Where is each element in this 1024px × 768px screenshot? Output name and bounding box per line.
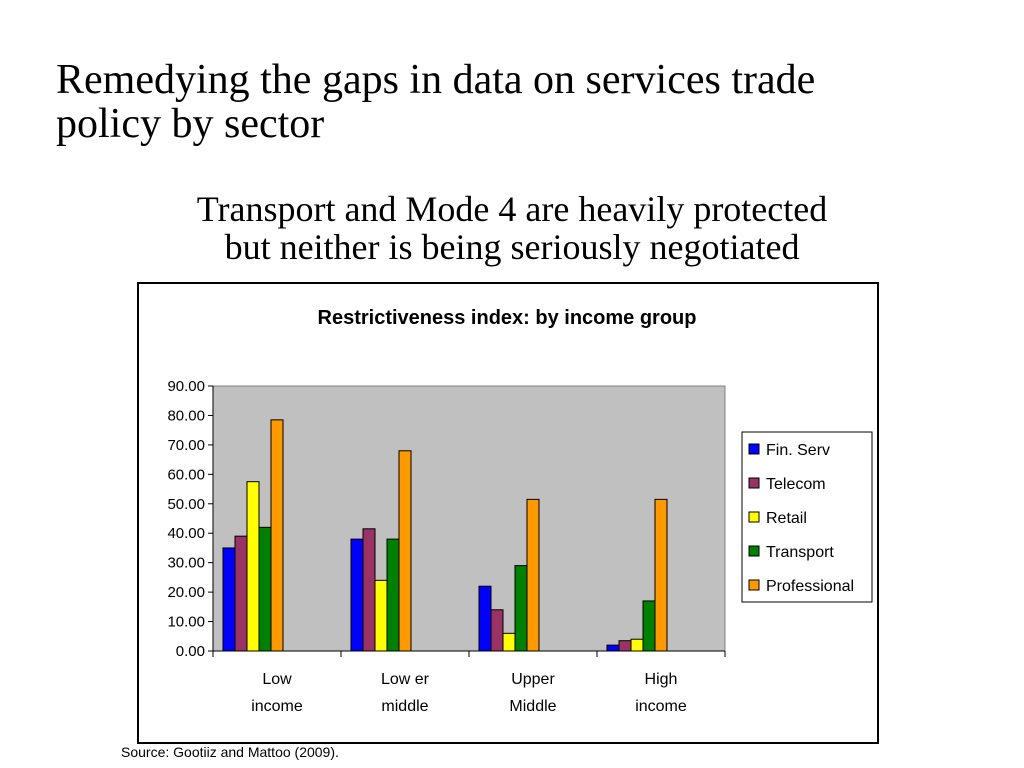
bar-chart: Restrictiveness index: by income group 0… <box>137 282 879 744</box>
bar <box>526 498 540 652</box>
x-tick-label-line: income <box>635 698 687 715</box>
chart-title: Restrictiveness index: by income group <box>318 307 697 329</box>
slide-title-line: policy by sector <box>56 101 325 147</box>
bar <box>386 538 400 652</box>
legend-label: Fin. Serv <box>766 442 830 459</box>
slide-subtitle-line: but neither is being seriously negotiate… <box>224 227 800 267</box>
bar <box>642 600 656 652</box>
bar <box>246 481 260 652</box>
y-tick-label: 10.00 <box>167 614 205 631</box>
bar <box>490 609 504 652</box>
legend-box <box>741 431 873 603</box>
bar <box>362 528 376 652</box>
y-tick-label: 80.00 <box>167 407 205 424</box>
bar <box>606 644 620 652</box>
x-tick-label: Low er middle <box>381 671 430 715</box>
x-axis: Low income Low er middle Upper Middle High inco… <box>212 650 726 715</box>
bar <box>222 547 236 652</box>
bar <box>270 419 284 652</box>
legend-label: Transport <box>766 544 834 561</box>
plot-area <box>212 385 726 652</box>
x-tick-label-line: Upper <box>511 671 555 688</box>
source-note: Source: Gootiiz and Mattoo (2009). <box>121 744 339 760</box>
legend-swatch <box>748 443 760 455</box>
x-tick-label: High income <box>635 671 687 715</box>
bar <box>374 579 388 652</box>
bar <box>502 632 516 652</box>
legend-swatch <box>748 511 760 523</box>
x-tick-label-line: High <box>645 671 678 688</box>
legend-swatch <box>748 545 760 557</box>
bars <box>222 419 668 652</box>
y-tick-label: 20.00 <box>167 584 205 601</box>
y-tick-label: 90.00 <box>167 378 205 395</box>
x-tick-label-line: Low er <box>381 671 430 688</box>
x-tick-label: Upper Middle <box>509 671 556 715</box>
slide-title-line: Remedying the gaps in data on services t… <box>56 57 816 103</box>
x-tick-label-line: Low <box>262 671 292 688</box>
y-tick-label: 30.00 <box>167 555 205 572</box>
bar <box>654 498 668 652</box>
bar <box>630 638 644 652</box>
bar <box>258 526 272 652</box>
y-tick-label: 0.00 <box>176 643 205 660</box>
bar <box>514 565 528 652</box>
bar <box>478 585 492 652</box>
y-tick-label: 70.00 <box>167 437 205 454</box>
x-tick-label: Low income <box>251 671 303 715</box>
bar <box>398 450 412 652</box>
bar <box>350 538 364 652</box>
legend-label: Professional <box>766 578 854 595</box>
y-axis: 0.00 10.00 20.00 30.00 40.00 50.00 60.00 70.00 8… <box>167 378 214 660</box>
y-tick-label: 40.00 <box>167 525 205 542</box>
slide-title: Remedying the gaps in data on services t… <box>56 58 996 146</box>
slide-subtitle-line: Transport and Mode 4 are heavily protect… <box>196 189 828 229</box>
legend-label: Retail <box>766 510 807 527</box>
x-tick-label-line: income <box>251 698 303 715</box>
slide-subtitle: Transport and Mode 4 are heavily protect… <box>0 190 1024 266</box>
legend: Fin. Serv Telecom Retail Transport Professio… <box>741 431 873 603</box>
y-tick-label: 50.00 <box>167 496 205 513</box>
bar <box>618 640 632 652</box>
x-tick-label-line: Middle <box>509 698 556 715</box>
legend-swatch <box>748 579 760 591</box>
legend-label: Telecom <box>766 476 826 493</box>
legend-swatch <box>748 477 760 489</box>
bar <box>234 535 248 652</box>
x-tick-label-line: middle <box>381 698 428 715</box>
y-tick-label: 60.00 <box>167 466 205 483</box>
